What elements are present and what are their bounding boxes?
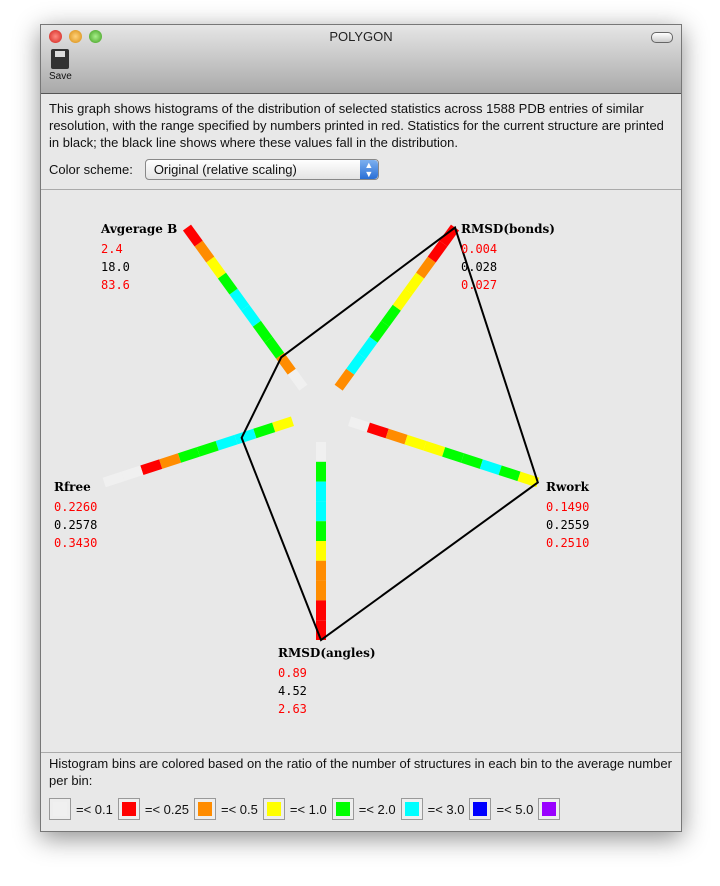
legend-swatch bbox=[469, 798, 492, 820]
color-scheme-label: Color scheme: bbox=[49, 162, 133, 177]
close-button[interactable] bbox=[49, 30, 62, 43]
histogram-bin bbox=[182, 224, 203, 247]
histogram-bin bbox=[234, 428, 257, 445]
axis-value-min: 0.1490 bbox=[546, 500, 590, 514]
histogram-bin bbox=[121, 465, 144, 482]
histogram-bin bbox=[215, 434, 238, 451]
histogram-bin bbox=[517, 471, 540, 488]
histogram-bin bbox=[369, 320, 390, 343]
polygon-svg bbox=[102, 224, 540, 642]
legend-label: =< 0.25 bbox=[144, 801, 189, 817]
histogram-bin bbox=[140, 459, 163, 475]
zoom-button[interactable] bbox=[89, 30, 102, 43]
histogram-bin bbox=[366, 422, 389, 439]
legend-swatch bbox=[262, 798, 285, 820]
axis-label: Avgerage B bbox=[101, 222, 178, 236]
histogram-bin bbox=[206, 256, 226, 279]
axis-label: Rwork bbox=[546, 480, 589, 494]
histogram-bin bbox=[381, 304, 401, 327]
legend-swatch bbox=[538, 798, 561, 820]
histogram-bin bbox=[442, 447, 465, 463]
updown-arrows-icon: ▲ ▼ bbox=[359, 160, 378, 179]
axis-value-current: 4.52 bbox=[278, 684, 307, 698]
legend: Histogram bins are colored based on the … bbox=[41, 755, 681, 820]
current-structure-polygon bbox=[240, 225, 540, 642]
histogram-bin bbox=[276, 352, 296, 375]
legend-label: =< 3.0 bbox=[427, 801, 465, 817]
histogram-bin bbox=[252, 320, 273, 343]
description-text: This graph shows histograms of the distr… bbox=[49, 101, 664, 150]
toolbar-toggle-button[interactable] bbox=[651, 32, 673, 43]
histogram-bin bbox=[272, 416, 295, 433]
legend-swatch bbox=[400, 798, 423, 820]
histogram-bin bbox=[346, 352, 366, 375]
histogram-bin bbox=[404, 434, 427, 451]
histogram-bin bbox=[347, 416, 370, 433]
histogram-bin bbox=[423, 440, 446, 457]
histogram-bin bbox=[404, 272, 425, 295]
axis-value-max: 0.3430 bbox=[54, 536, 98, 550]
axis-label: RMSD(angles) bbox=[278, 646, 376, 660]
legend-label: =< 0.5 bbox=[220, 801, 258, 817]
histogram-bin bbox=[241, 304, 261, 327]
histogram-bin bbox=[385, 428, 408, 445]
axis-value-min: 0.004 bbox=[461, 242, 498, 256]
color-scheme-select[interactable]: Original (relative scaling) ▲ ▼ bbox=[144, 159, 379, 180]
window-title: POLYGON bbox=[329, 29, 393, 44]
axis-value-max: 2.63 bbox=[278, 702, 307, 716]
histogram-bin bbox=[264, 336, 285, 359]
histogram-bin bbox=[196, 440, 219, 457]
axis-label: RMSD(bonds) bbox=[461, 222, 555, 236]
polygon-window: POLYGON Save This graph shows histograms… bbox=[40, 24, 682, 832]
histogram-bin bbox=[357, 336, 378, 359]
histogram-bin bbox=[217, 272, 238, 295]
legend-label: =< 5.0 bbox=[496, 801, 534, 817]
axis-value-min: 0.89 bbox=[278, 666, 307, 680]
legend-label: =< 2.0 bbox=[358, 801, 396, 817]
save-button[interactable]: Save bbox=[49, 49, 72, 82]
legend-swatch bbox=[117, 798, 140, 820]
axis-label: Rfree bbox=[54, 480, 91, 494]
axis-value-max: 83.6 bbox=[101, 278, 130, 292]
axis-value-current: 0.2559 bbox=[546, 518, 590, 532]
legend-swatch bbox=[193, 798, 216, 820]
color-scheme-value: Original (relative scaling) bbox=[153, 162, 297, 177]
histogram-bin bbox=[102, 471, 125, 488]
axis-value-min: 2.4 bbox=[101, 242, 123, 256]
axis-value-current: 0.2578 bbox=[54, 518, 98, 532]
legend-swatch bbox=[331, 798, 354, 820]
histogram-bin bbox=[392, 288, 413, 311]
axis-value-current: 0.028 bbox=[461, 260, 498, 274]
axis-value-current: 18.0 bbox=[101, 260, 130, 274]
histogram-bin bbox=[287, 368, 308, 391]
histogram-bin bbox=[498, 465, 521, 482]
histogram-bin bbox=[416, 256, 436, 279]
axis-value-max: 0.2510 bbox=[546, 536, 590, 550]
histogram-bin bbox=[460, 453, 483, 469]
legend-label: =< 0.1 bbox=[76, 801, 113, 817]
histogram-bin bbox=[159, 453, 182, 469]
axis-value-min: 0.2260 bbox=[54, 500, 98, 514]
save-label: Save bbox=[49, 71, 72, 82]
axis-value-max: 0.027 bbox=[461, 278, 498, 292]
histogram-bin bbox=[229, 288, 250, 311]
histogram-bin bbox=[253, 422, 276, 439]
floppy-disk-icon bbox=[51, 49, 70, 69]
histogram-bin bbox=[334, 368, 355, 391]
legend-text: Histogram bins are colored based on the … bbox=[49, 756, 672, 788]
histogram-bin bbox=[177, 447, 200, 463]
histogram-bin bbox=[427, 240, 448, 263]
polygon-plot: Avgerage B 2.4 18.0 83.6 RMSD(bonds) 0.004 0.0… bbox=[41, 189, 681, 753]
legend-label: =< 1.0 bbox=[289, 801, 327, 817]
legend-swatch bbox=[49, 798, 71, 820]
minimize-button[interactable] bbox=[69, 30, 82, 43]
title-bar: POLYGON Save bbox=[41, 25, 681, 94]
histogram-bin bbox=[194, 240, 215, 263]
histogram-bin bbox=[479, 459, 502, 475]
